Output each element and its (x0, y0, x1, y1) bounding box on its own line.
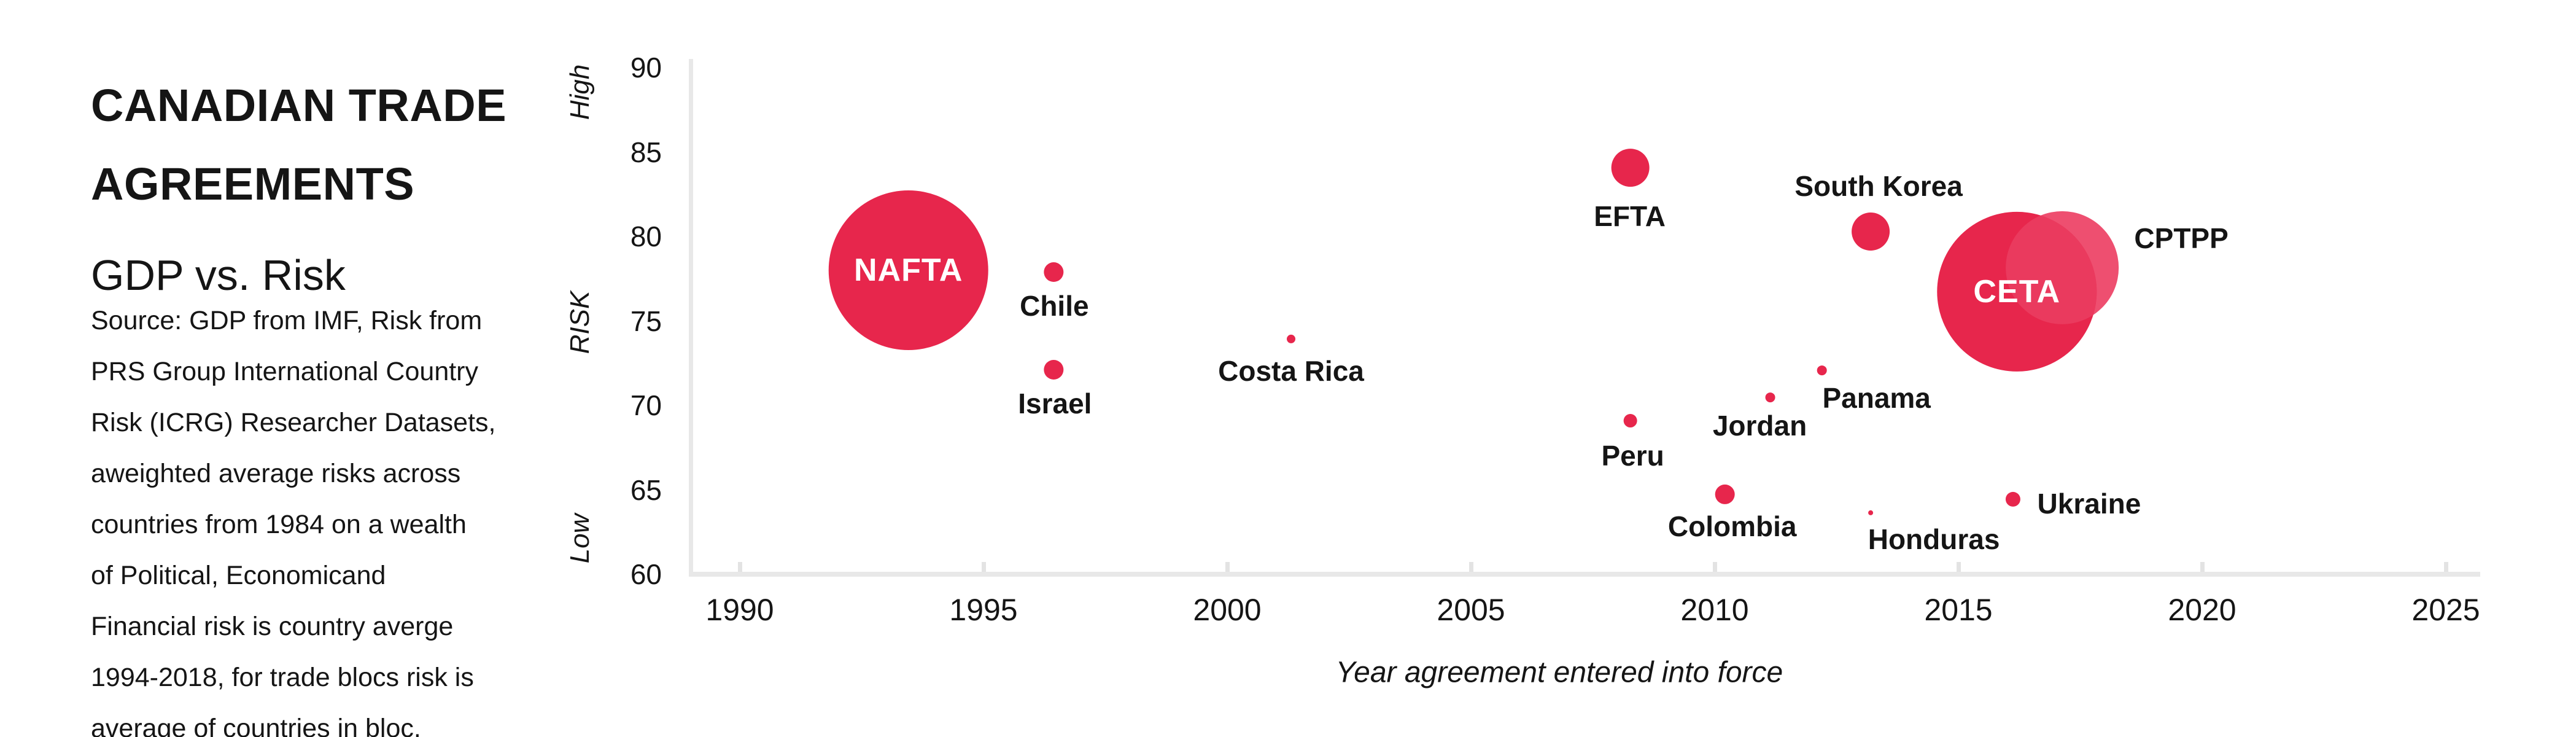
bubble-costa-rica (1287, 334, 1296, 343)
y-tick-label-85: 85 (630, 136, 662, 168)
bubble-nafta (828, 190, 988, 350)
x-tick-label-2015: 2015 (1924, 593, 1993, 627)
x-tick-mark-2010 (1713, 562, 1717, 572)
x-tick-mark-1995 (982, 562, 986, 572)
bubble-colombia (1715, 484, 1735, 504)
x-tick-mark-2005 (1469, 562, 1473, 572)
bubble-label-israel: Israel (1018, 387, 1092, 419)
bubble-chile (1044, 262, 1064, 283)
x-tick-label-2010: 2010 (1680, 593, 1749, 627)
bubble-label-efta: EFTA (1594, 200, 1666, 233)
bubble-label-honduras: Honduras (1868, 523, 2000, 555)
x-tick-label-2020: 2020 (2168, 593, 2237, 627)
x-tick-mark-2020 (2200, 562, 2205, 572)
bubble-label-cptpp: CPTPP (2134, 222, 2229, 254)
x-tick-label-2025: 2025 (2411, 593, 2480, 627)
x-tick-mark-2025 (2444, 562, 2448, 572)
x-tick-label-1995: 1995 (949, 593, 1018, 627)
page-title: CANADIAN TRADE AGREEMENTS (91, 80, 507, 209)
bubble-label-colombia: Colombia (1667, 510, 1797, 542)
bubble-efta (1611, 149, 1650, 187)
y-tick-label-90: 90 (630, 52, 662, 84)
bubble-label-costa-rica: Costa Rica (1218, 354, 1364, 387)
y-tick-label-60: 60 (630, 558, 662, 590)
bubble-south-korea (1852, 213, 1890, 251)
x-axis-title: Year agreement entered into force (1335, 656, 1783, 689)
x-tick-mark-2000 (1225, 562, 1230, 572)
bubble-label-peru: Peru (1601, 440, 1664, 472)
x-tick-label-1990: 1990 (705, 593, 774, 627)
bubble-ukraine (2005, 491, 2020, 507)
bubble-label-chile: Chile (1020, 290, 1089, 322)
bubble-peru (1623, 414, 1637, 428)
bubble-label-nafta: NAFTA (854, 252, 963, 288)
y-tick-label-65: 65 (630, 474, 662, 506)
x-tick-label-2000: 2000 (1193, 593, 1262, 627)
y-tick-label-80: 80 (630, 220, 662, 252)
y-tick-label-70: 70 (630, 389, 662, 421)
y-axis-line (689, 59, 693, 577)
x-axis-line (689, 572, 2480, 577)
bubble-label-panama: Panama (1822, 382, 1931, 415)
bubble-panama (1817, 365, 1827, 376)
source-note: Source: GDP from IMF, Risk from PRS Grou… (91, 306, 496, 737)
bubble-israel (1044, 359, 1064, 380)
bubble-honduras (1868, 510, 1874, 515)
x-tick-mark-2015 (1957, 562, 1961, 572)
page-subtitle: GDP vs. Risk (91, 251, 346, 299)
bubble-label-ukraine: Ukraine (2037, 487, 2141, 520)
y-tick-label-75: 75 (630, 305, 662, 337)
x-tick-label-2005: 2005 (1437, 593, 1505, 627)
bubble-label-ceta: CETA (1973, 273, 2061, 310)
bubble-label-south-korea: South Korea (1794, 170, 1963, 203)
bubble-label-jordan: Jordan (1712, 410, 1807, 442)
bubble-jordan (1765, 392, 1775, 403)
x-tick-mark-1990 (738, 562, 742, 572)
bubble-ceta-overlap (2006, 211, 2097, 324)
